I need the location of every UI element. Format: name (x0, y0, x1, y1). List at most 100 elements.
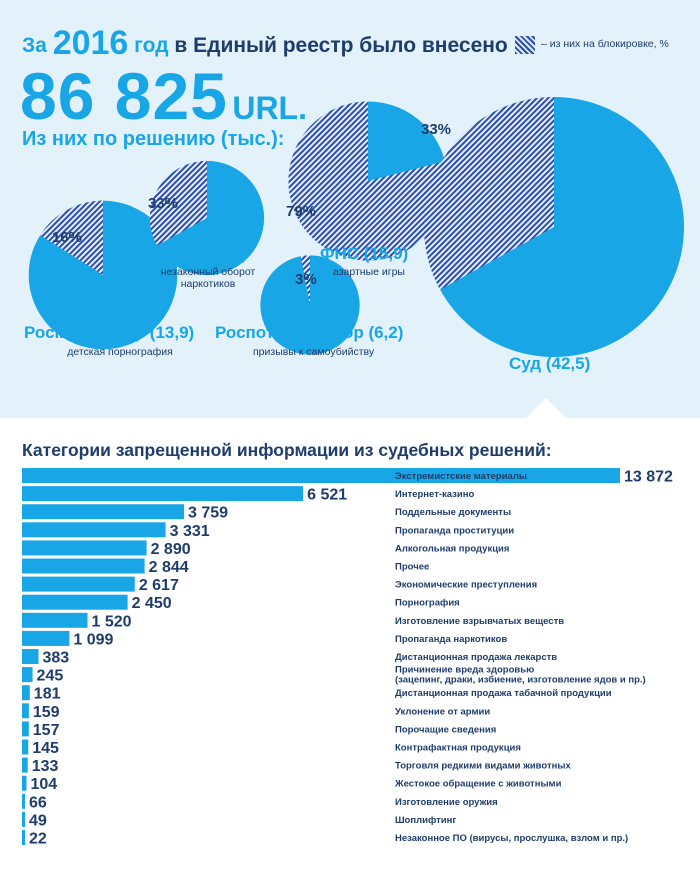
pie-blocked-fns (288, 101, 448, 261)
bar-category-label: Порочащие сведения (395, 724, 496, 735)
bar (22, 667, 33, 683)
agency-sud: Суд (42,5) (509, 354, 591, 373)
pie-blocked-roskomnadzor (40, 200, 103, 275)
bar (22, 594, 128, 610)
bar-value-label: 133 (32, 758, 59, 775)
bar-category-label: Причинение вреда здоровью (395, 665, 534, 676)
agency-mvd: МВД (8,2) (169, 244, 248, 263)
bar-category-label: (зацепинг, драки, избиение, изготовление… (395, 675, 646, 686)
bar (22, 703, 29, 719)
bar-value-label: 66 (29, 794, 47, 811)
bar (22, 540, 147, 556)
bar-chart: 13 872 Экстремистские материалы 6 521 Интер… (22, 468, 673, 848)
bar-category-label: Дистанционная продажа лекарств (395, 652, 557, 663)
bar-value-label: 13 872 (624, 469, 673, 486)
pct-sud: 33% (421, 121, 452, 138)
subtitle: Из них по решению (тыс.): (22, 128, 285, 150)
bar-category-label: Интернет-казино (395, 489, 474, 500)
bar-value-label: 145 (32, 740, 59, 757)
headline-year: 2016 (52, 24, 129, 62)
bar-value-label: 1 099 (73, 631, 113, 648)
bar-category-label: Торговля редкими видами животных (395, 761, 571, 772)
pct-roskomnadzor: 16% (52, 229, 83, 246)
category-rospotrebnadzor: призывы к самоубийству (253, 346, 375, 358)
bar-category-label: Пропаганда проституции (395, 525, 514, 536)
bar (22, 576, 135, 592)
bar-value-label: 3 331 (170, 523, 210, 540)
bar-category-label: Контрафактная продукция (395, 743, 521, 754)
agency-roskomnadzor: Роскомнадзор (13,9) (24, 323, 195, 342)
bar (22, 504, 185, 520)
bar (22, 757, 28, 773)
bar-category-label: Пропаганда наркотиков (395, 634, 507, 645)
bar-category-label: Дистанционная продажа табачной продукции (395, 688, 612, 699)
bar-value-label: 2 844 (149, 559, 189, 576)
total-unit: URL. (232, 90, 307, 126)
bar-category-label: Изготовление взрывчатых веществ (395, 616, 564, 627)
bar (22, 558, 145, 574)
pct-fns: 79% (286, 203, 317, 220)
bar-category-label: Уклонение от армии (395, 706, 490, 717)
category-roskomnadzor: детская порнография (67, 346, 173, 358)
bar-value-label: 181 (34, 686, 61, 703)
bar (22, 721, 29, 737)
bar-value-label: 2 450 (132, 595, 172, 612)
category-mvd-line1: незаконный оборот (160, 266, 256, 278)
bar-category-label: Алкогольная продукция (395, 543, 509, 554)
legend-label: – из них на блокировке, % (541, 38, 669, 50)
bar-category-label: Незаконное ПО (вирусы, прослушка, взлом … (395, 833, 628, 844)
agency-fns: ФНС (15,9) (320, 244, 409, 263)
bar (22, 739, 29, 755)
agency-pies (28, 97, 684, 357)
bar-category-label: Порнография (395, 598, 460, 609)
headline: За 2016 год в Единый реестр было внесено (22, 24, 508, 63)
bar-value-label: 49 (29, 812, 47, 829)
bar (22, 486, 304, 502)
bar (22, 685, 30, 701)
pct-mvd: 33% (148, 195, 179, 212)
chart-title: Категории запрещенной информации из суде… (22, 440, 552, 460)
agency-rospotrebnadzor: Роспотребнадзор (6,2) (215, 323, 404, 342)
bar (22, 522, 166, 538)
category-mvd-line2: наркотиков (180, 278, 236, 290)
category-fns: азартные игры (333, 266, 405, 278)
bar-value-label: 157 (33, 722, 60, 739)
pie-blocked-mvd (149, 160, 207, 246)
bar-value-label: 6 521 (307, 487, 347, 504)
pointer-notch (526, 398, 566, 418)
bar (22, 612, 88, 628)
legend-hatch-swatch (515, 36, 535, 54)
bar-value-label: 3 759 (188, 505, 228, 522)
bar-value-label: 245 (37, 668, 64, 685)
bar (22, 775, 27, 791)
headline-middle: год (134, 34, 169, 57)
bar (22, 649, 39, 664)
bar-category-label: Экономические преступления (395, 580, 537, 591)
bar-value-label: 1 520 (92, 613, 132, 630)
bar (22, 811, 25, 827)
bar-category-label: Прочее (395, 562, 429, 573)
bar-value-label: 383 (43, 650, 70, 667)
pct-rospotrebnadzor: 3% (295, 271, 317, 288)
pie-blocked-rospotrebnadzor (300, 255, 310, 305)
total-number: 86 825 (20, 59, 228, 133)
bar-category-label: Поддельные документы (395, 507, 511, 518)
bar-value-label: 2 617 (139, 577, 179, 594)
category-mvd: незаконный оборот наркотиков (158, 266, 258, 290)
bar (22, 830, 25, 845)
headline-suffix: в Единый реестр было внесено (174, 34, 508, 57)
bar-value-label: 104 (30, 776, 57, 793)
pie-blocked-sud (424, 97, 554, 290)
bar-value-label: 22 (29, 831, 47, 848)
bar (22, 630, 70, 646)
bar-category-label: Изготовление оружия (395, 797, 498, 808)
bar-category-label: Экстремистские материалы (395, 471, 527, 482)
bar-category-label: Жестокое обращение с животными (394, 779, 562, 790)
bar-category-label: Шоплифтинг (395, 815, 456, 826)
headline-prefix: За (22, 34, 47, 57)
bar-value-label: 159 (33, 704, 60, 721)
total-count: 86 825 URL. (20, 58, 307, 134)
bar (22, 468, 620, 483)
bar-value-label: 2 890 (151, 541, 191, 558)
bar (22, 793, 25, 809)
